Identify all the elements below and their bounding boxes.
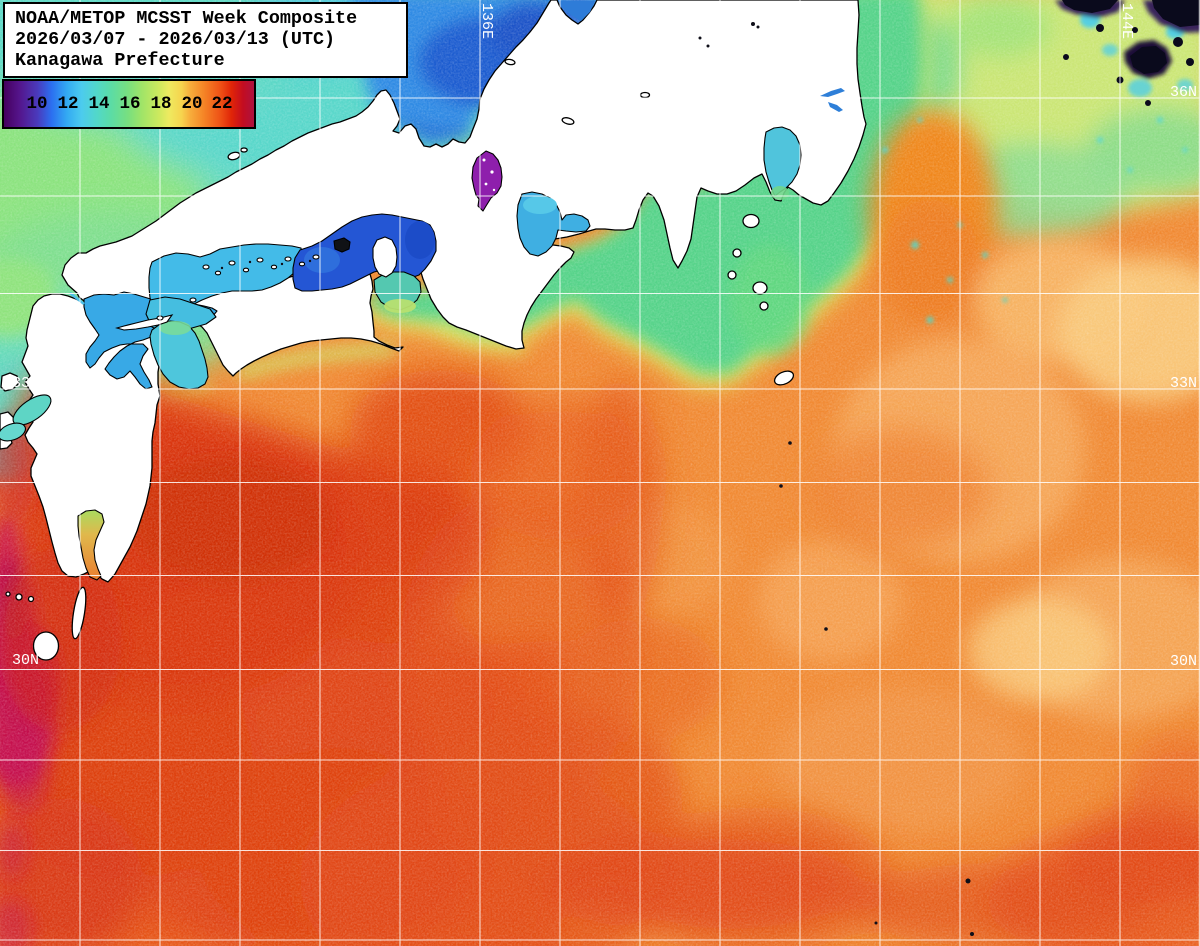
svg-text:136E: 136E (478, 3, 495, 39)
svg-text:144E: 144E (1118, 3, 1135, 39)
svg-text:33N: 33N (1170, 375, 1197, 392)
svg-text:36N: 36N (1170, 84, 1197, 101)
svg-text:30N: 30N (12, 652, 39, 669)
svg-text:30N: 30N (1170, 653, 1197, 670)
svg-text:33N: 33N (12, 375, 39, 392)
